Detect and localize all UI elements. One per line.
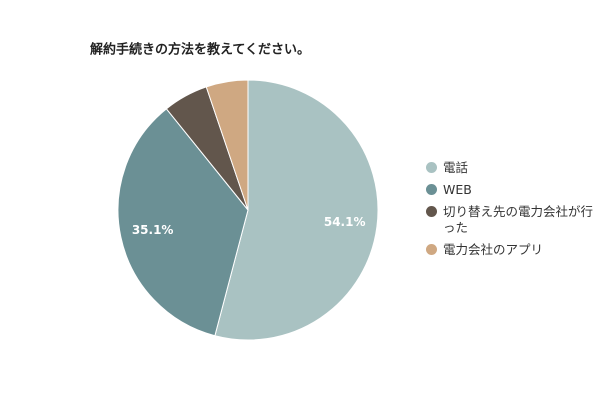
legend-item: 電話 [426, 160, 596, 176]
pie-slice [205, 79, 249, 211]
legend-item: 切り替え先の電力会社が行った [426, 204, 596, 236]
data-label: 35.1% [132, 223, 174, 237]
legend-label: WEB [443, 182, 472, 197]
legend-swatch [426, 244, 437, 255]
data-label: 54.1% [324, 215, 366, 229]
legend-label: 切り替え先の電力会社が行った [443, 204, 594, 235]
pie-slice [214, 79, 379, 341]
legend: 電話 WEB 切り替え先の電力会社が行った電力会社のアプリ [426, 160, 596, 264]
pie-slice [117, 108, 249, 337]
legend-label: 電話 [443, 160, 469, 175]
legend-swatch [426, 206, 437, 217]
legend-label: 電力会社のアプリ [443, 242, 544, 257]
legend-item: WEB [426, 182, 596, 198]
chart-title: 解約手続きの方法を教えてください。 [89, 42, 310, 58]
legend-swatch [426, 184, 437, 195]
legend-item: 電力会社のアプリ [426, 242, 596, 258]
legend-swatch [426, 162, 437, 173]
